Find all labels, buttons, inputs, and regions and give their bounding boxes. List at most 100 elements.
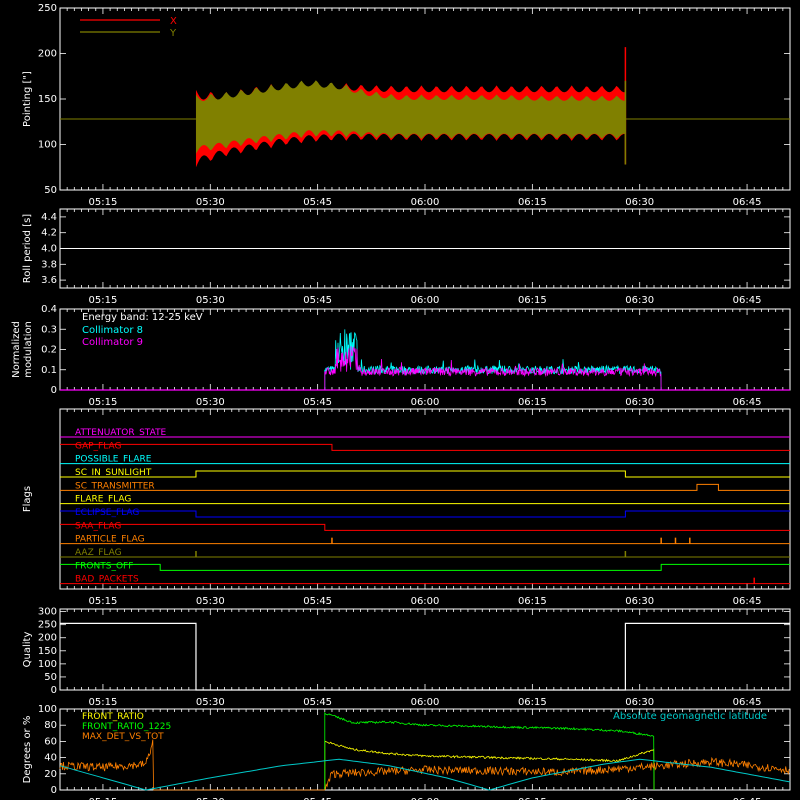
- flag-line-sc_in_sunlight: [60, 470, 790, 478]
- quality-xtick-label: 06:00: [411, 697, 440, 708]
- ratios-xtick-label: 06:00: [411, 797, 440, 800]
- pointing-xtick-label: 05:45: [303, 197, 332, 208]
- flag-label: FLARE_FLAG: [75, 495, 131, 505]
- modulation-ytick-label: 0.4: [41, 304, 57, 315]
- quality-xtick-label: 06:15: [518, 697, 547, 708]
- pointing-ytick-label: 50: [44, 185, 57, 196]
- flag-label: ECLIPSE_FLAG: [75, 508, 139, 518]
- quality-ytick-label: 0: [51, 685, 57, 696]
- roll-ytick-label: 4.4: [41, 212, 57, 223]
- quality-ytick-label: 50: [44, 672, 57, 683]
- quality-ytick-label: 250: [38, 620, 57, 631]
- ratios-series-0: [324, 740, 655, 791]
- modulation-series-1: [324, 346, 662, 391]
- ratios-legend-label: MAX_DET_VS_TOT: [82, 732, 164, 742]
- flags-xtick-label: 06:00: [411, 596, 440, 607]
- pointing-xtick-label: 06:30: [625, 197, 654, 208]
- panel-pointing: 05:15 05:30 05:45 06:00 06:15 06:30 06:45 50 100…: [22, 3, 791, 208]
- roll-ytick-label: 4.2: [41, 228, 57, 239]
- flag-label: SC_IN_SUNLIGHT: [75, 468, 152, 478]
- pointing-ytick-label: 250: [38, 3, 57, 14]
- modulation-ytick-label: 0.2: [41, 345, 57, 356]
- quality-ylabel: Quality: [22, 632, 33, 668]
- flag-line-gap_flag: [60, 443, 790, 451]
- ratios-xtick-label: 06:30: [625, 797, 654, 800]
- quality-ytick-label: 150: [38, 646, 57, 657]
- roll-xtick-label: 05:15: [89, 295, 118, 306]
- pointing-ytick-label: 200: [38, 49, 57, 60]
- panel-quality: 05:15 05:30 05:45 06:00 06:15 06:30 06:45 0 50 10…: [22, 607, 791, 708]
- ratios-ytick-label: 100: [38, 704, 57, 715]
- ratios-xtick-label: 05:45: [303, 797, 332, 800]
- flag-label: FRONTS_OFF: [75, 561, 133, 571]
- flag-line-eclipse_flag: [60, 510, 790, 518]
- pointing-ytick-label: 100: [38, 140, 57, 151]
- modulation-xtick-label: 05:15: [89, 397, 118, 408]
- ratios-ytick-label: 0: [51, 785, 57, 796]
- flags-xtick-label: 05:45: [303, 596, 332, 607]
- flag-label: AAZ_FLAG: [75, 548, 122, 558]
- roll-xtick-label: 05:30: [196, 295, 225, 306]
- roll-ytick-label: 3.6: [41, 275, 57, 286]
- flag-label: PARTICLE_FLAG: [75, 535, 145, 545]
- flag-line-saa_flag: [60, 523, 790, 531]
- flags-xtick-label: 06:45: [733, 596, 762, 607]
- modulation-ytick-label: 0.3: [41, 324, 57, 335]
- modulation-xtick-label: 06:00: [411, 397, 440, 408]
- flags-frame: [59, 408, 791, 590]
- modulation-xtick-label: 06:30: [625, 397, 654, 408]
- quality-line: [60, 622, 790, 691]
- flags-xtick-label: 05:15: [89, 596, 118, 607]
- quality-xtick-label: 06:30: [625, 697, 654, 708]
- panel-ratios: 05:15 05:30 05:45 06:00 06:15 06:30 06:45 0 20 40…: [22, 704, 791, 800]
- panel-roll: 05:15 05:30 05:45 06:00 06:15 06:30 06:45 3.6 3.…: [22, 208, 791, 306]
- pointing-xtick-label: 05:15: [89, 197, 118, 208]
- ratios-ytick-label: 40: [44, 753, 57, 764]
- flag-label: POSSIBLE_FLARE: [75, 455, 152, 465]
- modulation-legend-label: Collimator 9: [82, 337, 143, 348]
- ratios-legend-label: FRONT_RATIO: [82, 712, 144, 722]
- flag-line-fronts_off: [60, 563, 790, 571]
- geomag-latitude-label: Absolute geomagnetic latitude: [613, 711, 767, 722]
- quality-xtick-label: 05:15: [89, 697, 118, 708]
- ratios-xtick-label: 06:15: [518, 797, 547, 800]
- quality-xtick-label: 05:45: [303, 697, 332, 708]
- modulation-ytick-label: 0.1: [41, 365, 57, 376]
- quality-xtick-label: 05:30: [196, 697, 225, 708]
- quality-ytick-label: 200: [38, 633, 57, 644]
- ratios-xtick-label: 05:30: [196, 797, 225, 800]
- flag-label: GAP_FLAG: [75, 441, 121, 451]
- roll-ytick-label: 4.0: [41, 244, 57, 255]
- pointing-xtick-label: 06:00: [411, 197, 440, 208]
- modulation-xtick-label: 05:45: [303, 397, 332, 408]
- quality-xtick-label: 06:45: [733, 697, 762, 708]
- modulation-xtick-label: 06:45: [733, 397, 762, 408]
- flag-label: SC_TRANSMITTER: [75, 481, 155, 491]
- flags-xtick-label: 06:30: [625, 596, 654, 607]
- quality-frame: [59, 608, 791, 691]
- roll-xtick-label: 05:45: [303, 295, 332, 306]
- ratios-legend-label: FRONT_RATIO_1225: [82, 722, 171, 732]
- roll-ytick-label: 3.8: [41, 259, 57, 270]
- ratios-series-3: [59, 758, 791, 791]
- ratios-ytick-label: 20: [44, 769, 57, 780]
- ratios-ylabel: Degrees or %: [22, 716, 33, 784]
- panel-modulation: 05:15 05:30 05:45 06:00 06:15 06:30 06:45 0 0.1 0…: [11, 304, 791, 408]
- panel-flags: 05:15 05:30 05:45 06:00 06:15 06:30 06:45 Flags…: [22, 408, 791, 607]
- flags-xtick-label: 05:30: [196, 596, 225, 607]
- pointing-legend-label: X: [170, 16, 177, 27]
- roll-xtick-label: 06:45: [733, 295, 762, 306]
- flag-line-sc_transmitter: [60, 483, 790, 491]
- flag-label: BAD_PACKETS: [75, 575, 139, 585]
- modulation-xtick-label: 06:15: [518, 397, 547, 408]
- quality-ytick-label: 100: [38, 659, 57, 670]
- modulation-series-0: [324, 329, 662, 391]
- pointing-legend-label: Y: [169, 28, 177, 39]
- ratios-series-1: [324, 711, 655, 791]
- modulation-ytick-label: 0: [51, 385, 57, 396]
- ratios-xtick-label: 05:15: [89, 797, 118, 800]
- pointing-xtick-label: 05:30: [196, 197, 225, 208]
- pointing-ylabel: Pointing ["]: [22, 71, 33, 127]
- pointing-ytick-label: 150: [38, 94, 57, 105]
- ratios-xtick-label: 06:45: [733, 797, 762, 800]
